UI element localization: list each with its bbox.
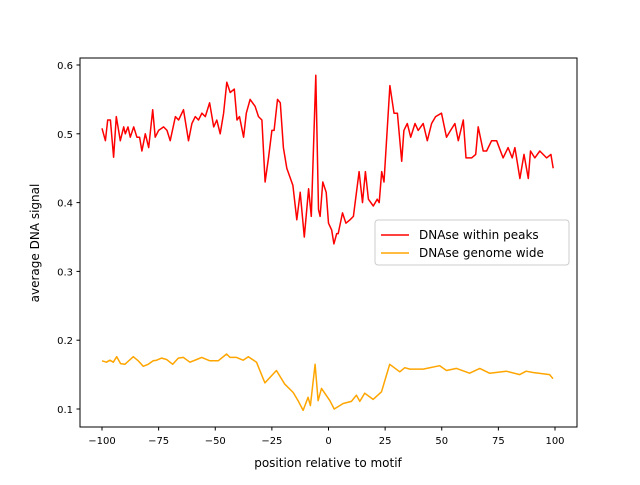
x-tick-label: 50 [435, 436, 448, 447]
series-line-1 [101, 353, 554, 412]
y-axis-label: average DNA signal [28, 184, 42, 303]
legend-label-within-peaks: DNAse within peaks [419, 228, 539, 242]
x-tick-label: 0 [325, 436, 331, 447]
x-axis-label: position relative to motif [254, 456, 402, 470]
legend-label-genome-wide: DNAse genome wide [419, 246, 544, 260]
y-tick-label: 0.2 [57, 336, 73, 347]
y-tick-label: 0.4 [57, 199, 73, 210]
legend-box [374, 219, 570, 266]
legend: DNAse within peaks DNAse genome wide [374, 219, 570, 266]
x-tick-label: −50 [205, 436, 226, 447]
x-tick-label: −25 [261, 436, 282, 447]
x-tick-label: 100 [545, 436, 564, 447]
x-tick-label: −75 [148, 436, 169, 447]
y-tick-label: 0.3 [57, 267, 73, 278]
x-tick-label: −100 [88, 436, 115, 447]
series-line-0 [101, 74, 554, 245]
x-tick-label: 75 [492, 436, 505, 447]
y-tick-label: 0.6 [57, 61, 73, 72]
y-tick-label: 0.1 [57, 405, 73, 416]
x-tick-label: 25 [379, 436, 392, 447]
y-tick-label: 0.5 [57, 130, 73, 141]
